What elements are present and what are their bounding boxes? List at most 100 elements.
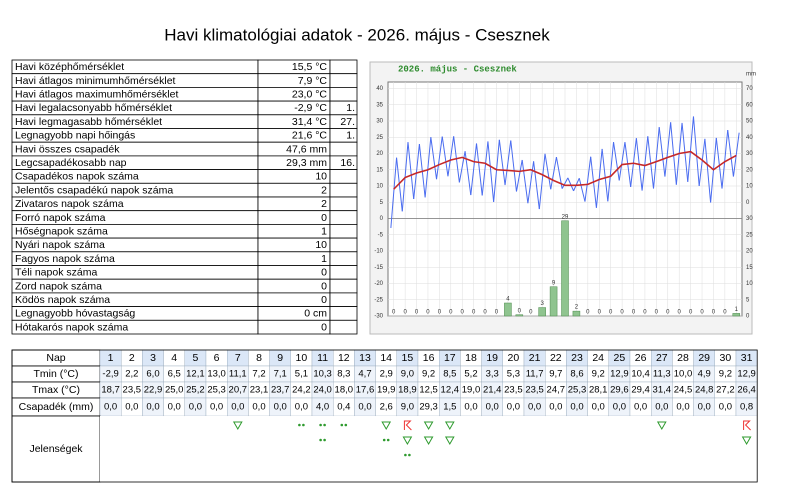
- day-number: 29: [698, 352, 710, 364]
- icon-rain: [319, 438, 322, 442]
- precip-label: 0: [461, 310, 465, 316]
- icon-rain: [298, 423, 301, 427]
- cell: [524, 416, 546, 482]
- cell-value: 8,3: [337, 369, 350, 380]
- cell-value: 0,0: [274, 402, 287, 413]
- cell-value: 0,0: [655, 402, 668, 413]
- summary-value: 31,4 °C: [292, 116, 328, 128]
- cell-value: 4,7: [358, 369, 371, 380]
- precip-label: 0: [689, 310, 693, 316]
- cell: [545, 416, 567, 482]
- mean-line: [393, 150, 737, 190]
- temp-range: [413, 144, 420, 200]
- temp-range: [538, 153, 546, 210]
- precip-tick-label: 25: [746, 232, 753, 238]
- cell-value: 28,1: [589, 385, 608, 396]
- row-label: Csapadék (mm): [19, 401, 94, 413]
- cell-value: 9,2: [592, 369, 605, 380]
- temp-range: [567, 177, 575, 192]
- precip-label: 29: [562, 214, 569, 220]
- day-number: 30: [720, 352, 732, 364]
- cell: [257, 292, 331, 307]
- temp-range: [441, 136, 449, 177]
- day-number: 11: [317, 352, 328, 364]
- cell-value: 0,0: [146, 402, 159, 413]
- row-label-cell: [11, 415, 101, 483]
- day-number: 3: [150, 352, 156, 364]
- cell: [184, 416, 206, 482]
- cell-value: 0,0: [295, 402, 308, 413]
- cell: [257, 278, 331, 294]
- cell: [566, 416, 588, 482]
- precip-label: 0: [392, 310, 396, 316]
- cell-value: 24,7: [547, 385, 566, 396]
- day-number: 7: [235, 352, 241, 364]
- cell-value: 5,2: [464, 369, 477, 380]
- temp-range: [698, 138, 706, 187]
- cell-value: 4,9: [698, 369, 711, 380]
- summary-label: Havi legalacsonyabb hőmérséklet: [15, 102, 172, 114]
- icon-shower: [741, 436, 752, 446]
- temp-range: [521, 159, 529, 204]
- cell: [312, 416, 334, 482]
- cell-value: 0,0: [252, 402, 265, 413]
- precip-bar: [732, 313, 741, 317]
- temp-range: [504, 140, 512, 186]
- day-number: 26: [635, 352, 647, 364]
- cell-value: 11,1: [229, 369, 247, 380]
- precip-tick-label: 10: [746, 281, 753, 287]
- day-number: 23: [571, 352, 583, 364]
- precip-label: 2: [575, 305, 579, 311]
- temp-range: [732, 132, 740, 177]
- cell-value: 0,0: [486, 402, 499, 413]
- cell: [227, 416, 249, 482]
- temp-range: [727, 130, 734, 177]
- cell-value: 8,6: [570, 369, 583, 380]
- temp-range: [721, 130, 729, 189]
- cell-value: 23,5: [525, 385, 544, 396]
- icon-rain: [382, 438, 386, 442]
- cell-value: 0,0: [168, 402, 181, 413]
- cell: [587, 416, 609, 482]
- cell: [329, 292, 358, 307]
- summary-value: 29,3 mm: [286, 157, 327, 169]
- summary-label: Nyári napok száma: [15, 239, 105, 251]
- cell-value: 24,8: [695, 385, 714, 396]
- summary-label: Zord napok száma: [15, 280, 102, 292]
- temp-range: [487, 141, 495, 202]
- summary-label: Hótakarós napok száma: [15, 321, 128, 333]
- summary-value: 2: [321, 198, 327, 210]
- summary-value: 47,6 mm: [286, 143, 327, 155]
- y-tick-label: -30: [374, 314, 383, 320]
- temp-range: [390, 157, 398, 228]
- cell: [714, 416, 736, 482]
- cell-value: 18,7: [101, 385, 120, 396]
- temp-range: [476, 143, 483, 196]
- row-label: Tmin (°C): [33, 368, 78, 380]
- cell: [630, 416, 652, 482]
- temp-range: [493, 139, 500, 202]
- day-number: 10: [296, 352, 308, 364]
- y-tick-label: -15: [374, 265, 383, 271]
- temp-range: [704, 138, 712, 203]
- y-tick-label: 0: [380, 216, 384, 222]
- y-tick-label: 15: [376, 167, 383, 173]
- day-number: 18: [465, 352, 477, 364]
- precip-label: 0: [472, 310, 476, 316]
- precip-bar: [515, 314, 524, 317]
- y-tick-label: 30: [376, 119, 383, 125]
- icon-shower: [381, 421, 392, 431]
- summary-value: 0: [321, 267, 327, 279]
- temp-range: [510, 140, 517, 192]
- icon-shower: [656, 421, 667, 431]
- temp-range: [407, 142, 415, 200]
- temp-range: [715, 137, 723, 189]
- precip-label: 0: [449, 310, 453, 316]
- day-number: 6: [214, 352, 220, 364]
- summary-value: 0: [321, 280, 327, 292]
- cell: [354, 416, 376, 482]
- cell-value: 12,1: [186, 369, 205, 380]
- row-label: Tmax (°C): [32, 384, 80, 396]
- summary-label: Hőségnapok száma: [15, 226, 108, 238]
- day-number: 13: [359, 352, 371, 364]
